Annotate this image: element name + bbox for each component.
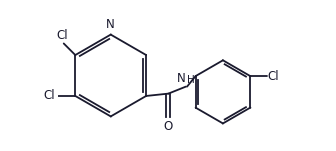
Text: N: N [176, 72, 185, 85]
Text: H: H [186, 76, 194, 85]
Text: Cl: Cl [267, 70, 279, 83]
Text: O: O [164, 120, 173, 133]
Text: Cl: Cl [57, 29, 68, 42]
Text: N: N [107, 18, 115, 31]
Text: Cl: Cl [44, 89, 55, 103]
